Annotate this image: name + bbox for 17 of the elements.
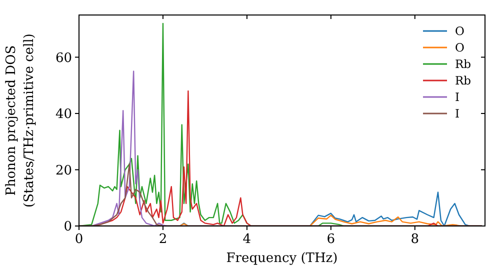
x-tick-label: 6 xyxy=(326,232,336,247)
x-axis-title: Frequency (THz) xyxy=(226,251,338,266)
y-tick-label: 40 xyxy=(55,107,72,122)
y-axis-title: Phonon projected DOS (States/THz·primitive cell) xyxy=(4,33,37,208)
legend-label: O xyxy=(455,40,464,55)
legend-label: I xyxy=(455,90,460,104)
x-tick-label: 0 xyxy=(74,232,84,247)
legend-label: I xyxy=(455,106,460,121)
y-tick-label: 60 xyxy=(55,50,72,66)
legend-label: Rb xyxy=(455,57,472,72)
x-tick-label: 8 xyxy=(410,232,420,247)
legend-label: O xyxy=(455,24,464,38)
x-tick-label: 2 xyxy=(158,232,168,247)
y-tick-label: 20 xyxy=(55,163,72,178)
legend-label: Rb xyxy=(455,74,472,88)
y-tick-label: 0 xyxy=(64,220,72,235)
x-tick-label: 4 xyxy=(242,232,252,247)
